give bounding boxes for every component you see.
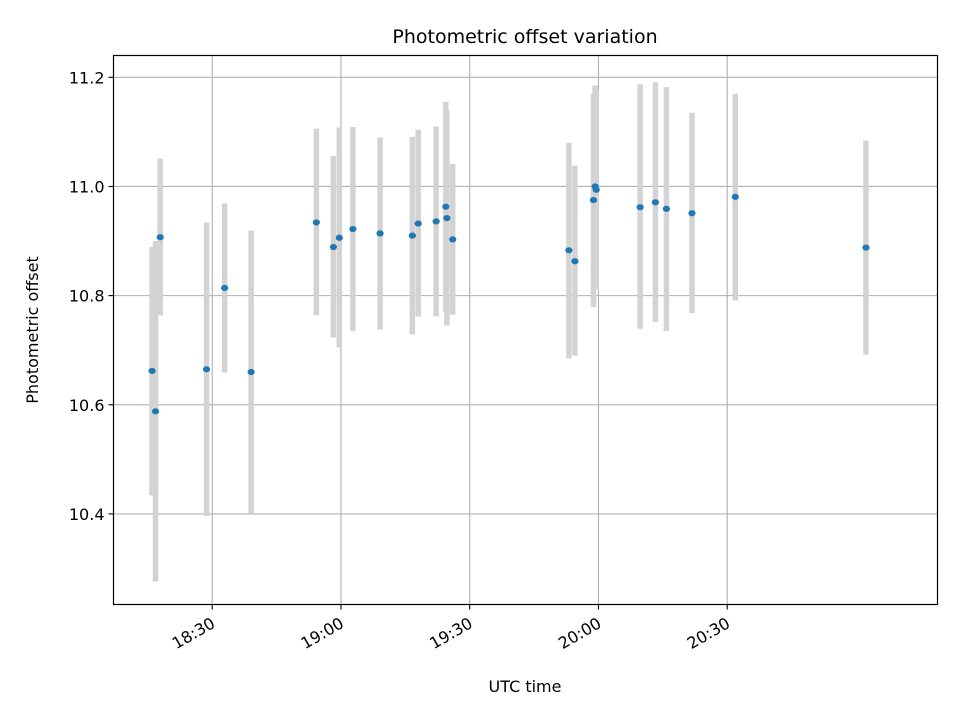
y-tick-label: 10.6	[69, 396, 105, 415]
y-axis-title: Photometric offset	[23, 256, 42, 404]
data-point	[662, 205, 671, 212]
data-point	[592, 186, 600, 193]
data-point	[151, 408, 160, 415]
data-point	[376, 230, 384, 237]
data-point	[312, 219, 320, 226]
chart-title: Photometric offset variation	[392, 26, 657, 48]
data-point	[862, 244, 870, 251]
data-point	[335, 234, 343, 241]
x-axis-title: UTC time	[489, 677, 562, 696]
data-point	[329, 243, 337, 251]
data-point	[589, 197, 598, 204]
y-tick-label: 11.0	[69, 177, 105, 196]
data-point	[636, 204, 644, 211]
data-point	[156, 234, 164, 241]
data-point	[221, 284, 229, 292]
data-point	[247, 368, 255, 376]
y-tick-label: 10.4	[69, 505, 105, 524]
data-point	[651, 199, 659, 206]
data-point	[349, 225, 357, 233]
data-point	[565, 247, 573, 254]
data-point	[148, 367, 156, 375]
y-tick-label: 10.8	[69, 287, 105, 306]
data-point	[408, 232, 416, 239]
data-point	[414, 220, 422, 227]
data-point	[443, 215, 451, 222]
plot-frame	[112, 54, 939, 606]
data-point	[442, 203, 450, 210]
data-point	[432, 218, 440, 225]
y-tick-label: 11.2	[69, 68, 105, 87]
data-point	[688, 210, 696, 217]
data-point	[449, 236, 457, 243]
data-point	[202, 366, 211, 373]
data-point	[571, 258, 579, 265]
point-layer	[148, 183, 870, 415]
data-point	[731, 193, 739, 200]
